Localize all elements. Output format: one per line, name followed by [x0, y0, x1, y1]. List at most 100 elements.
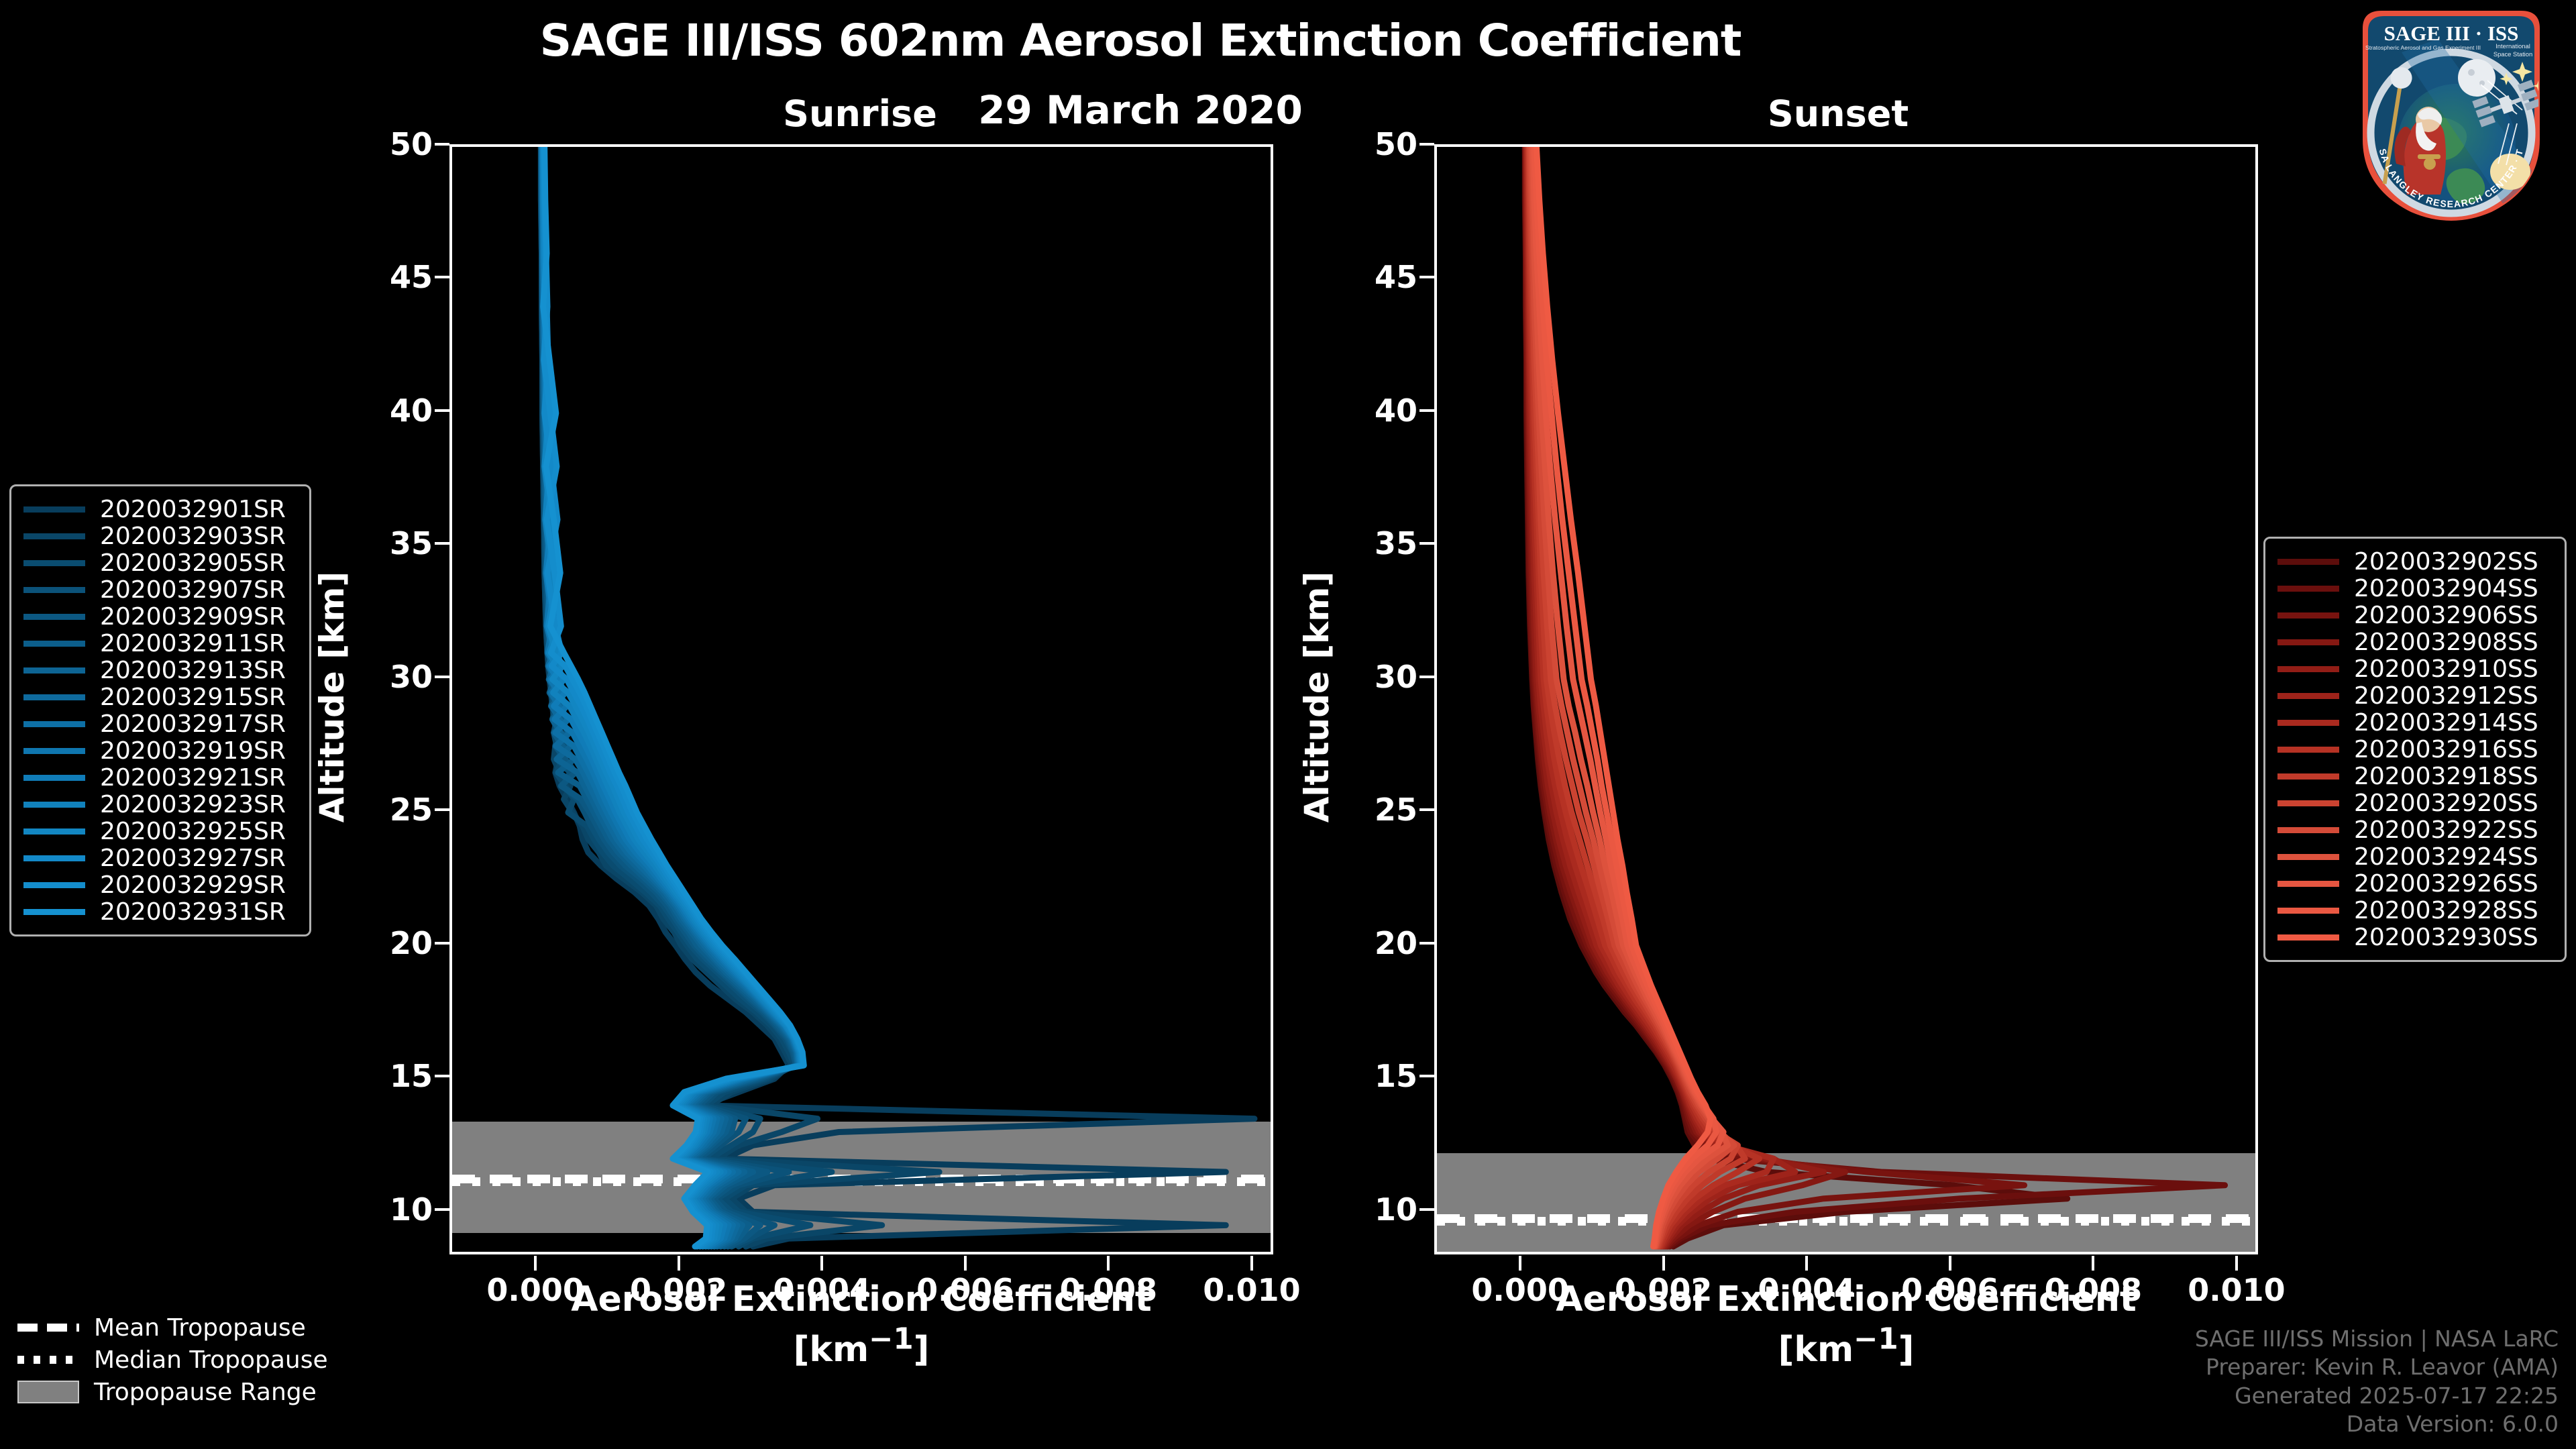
sunrise-plot-area — [449, 144, 1273, 1254]
sunrise-legend-item[interactable]: 2020032927SR — [23, 845, 294, 872]
sunrise-legend-color-swatch — [23, 720, 85, 727]
sunrise-legend[interactable]: 2020032901SR 2020032903SR 2020032905SR 2020… — [9, 484, 311, 936]
sunset-legend-item[interactable]: 2020032926SS — [2277, 870, 2550, 898]
sunset-legend-item[interactable]: 2020032904SS — [2277, 575, 2550, 602]
sunset-legend-item[interactable]: 2020032916SS — [2277, 736, 2550, 763]
sunset-legend-color-swatch — [2277, 719, 2339, 726]
sunrise-legend-item[interactable]: 2020032917SR — [23, 710, 294, 738]
sunrise-legend-item[interactable]: 2020032925SR — [23, 818, 294, 845]
sunset-legend-color-swatch — [2277, 934, 2339, 941]
sunset-legend[interactable]: 2020032902SS 2020032904SS 2020032906SS 2020… — [2263, 537, 2567, 962]
x-tick-mark — [1948, 1256, 1951, 1271]
tropopause-legend-item[interactable]: Tropopause Range — [17, 1376, 328, 1408]
y-tick-mark — [1419, 409, 1434, 412]
x-tick-label: 0.008 — [2044, 1272, 2143, 1308]
sunrise-legend-item[interactable]: 2020032929SR — [23, 871, 294, 899]
sunset-legend-label: 2020032904SS — [2354, 574, 2538, 602]
sunrise-legend-item[interactable]: 2020032919SR — [23, 737, 294, 765]
page-subtitle: 29 March 2020 — [978, 87, 1303, 133]
sunrise-legend-item[interactable]: 2020032931SR — [23, 898, 294, 926]
gray-band-icon — [17, 1381, 79, 1403]
y-tick-label: 40 — [1374, 392, 1417, 429]
tropopause-legend-item[interactable]: Median Tropopause — [17, 1344, 328, 1376]
sunrise-legend-item[interactable]: 2020032921SR — [23, 764, 294, 792]
y-tick-label: 20 — [1374, 924, 1417, 961]
sunrise-legend-label: 2020032929SR — [100, 871, 286, 899]
y-tick-label: 15 — [389, 1058, 433, 1095]
sunset-legend-item[interactable]: 2020032910SS — [2277, 655, 2550, 683]
sage-iii-iss-logo: SAGE III · ISS Stratospheric Aerosol and… — [2333, 0, 2565, 227]
sunrise-legend-color-swatch — [23, 881, 85, 888]
y-tick-label: 20 — [389, 924, 433, 961]
x-tick-mark — [534, 1256, 537, 1271]
sunset-legend-item[interactable]: 2020032906SS — [2277, 602, 2550, 629]
sunset-legend-item[interactable]: 2020032902SS — [2277, 548, 2550, 576]
sunset-legend-color-swatch — [2277, 746, 2339, 753]
sunrise-legend-item[interactable]: 2020032905SR — [23, 549, 294, 577]
x-tick-mark — [677, 1256, 680, 1271]
sunrise-legend-item[interactable]: 2020032907SR — [23, 576, 294, 604]
sunset-legend-color-swatch — [2277, 773, 2339, 780]
sunset-legend-item[interactable]: 2020032908SS — [2277, 629, 2550, 656]
x-tick-label: 0.000 — [1471, 1272, 1569, 1308]
sunset-legend-item[interactable]: 2020032920SS — [2277, 789, 2550, 817]
y-tick-mark — [435, 1208, 449, 1211]
sunset-legend-item[interactable]: 2020032928SS — [2277, 897, 2550, 924]
sunrise-legend-label: 2020032919SR — [100, 737, 286, 765]
sunrise-legend-item[interactable]: 2020032909SR — [23, 602, 294, 631]
sunset-legend-item[interactable]: 2020032922SS — [2277, 816, 2550, 844]
x-tick-mark — [1662, 1256, 1665, 1271]
y-tick-mark — [1419, 1208, 1434, 1211]
credits-block: SAGE III/ISS Mission | NASA LaRC Prepare… — [2195, 1325, 2559, 1438]
sunset-legend-label: 2020032930SS — [2354, 923, 2538, 951]
y-tick-label: 15 — [1374, 1058, 1417, 1095]
sunrise-legend-item[interactable]: 2020032923SR — [23, 791, 294, 818]
sunset-legend-color-swatch — [2277, 853, 2339, 860]
extinction-curve — [1522, 147, 2028, 1250]
sunrise-legend-item[interactable]: 2020032901SR — [23, 496, 294, 523]
tropopause-legend-item[interactable]: Mean Tropopause — [17, 1311, 328, 1344]
x-tick-label: 0.006 — [916, 1272, 1014, 1308]
sunrise-legend-color-swatch — [23, 506, 85, 513]
sunrise-legend-color-swatch — [23, 774, 85, 781]
sunrise-x-axis-label: Aerosol Extinction Coefficient [km−1] — [445, 1278, 1277, 1372]
y-tick-mark — [435, 409, 449, 412]
sunrise-legend-item[interactable]: 2020032911SR — [23, 630, 294, 657]
extinction-curve — [1526, 147, 1741, 1250]
sunrise-panel-label: Sunrise — [783, 93, 937, 135]
sunset-legend-item[interactable]: 2020032924SS — [2277, 843, 2550, 871]
sunset-legend-label: 2020032914SS — [2354, 708, 2538, 737]
sunset-legend-label: 2020032920SS — [2354, 789, 2538, 817]
x-tick-mark — [2235, 1256, 2238, 1271]
sunrise-legend-label: 2020032911SR — [100, 629, 286, 657]
sunrise-legend-item[interactable]: 2020032913SR — [23, 657, 294, 684]
sunset-legend-item[interactable]: 2020032912SS — [2277, 682, 2550, 710]
sunrise-legend-label: 2020032909SR — [100, 602, 286, 631]
sunrise-legend-item[interactable]: 2020032915SR — [23, 684, 294, 711]
x-tick-mark — [963, 1256, 967, 1271]
dashed-line-icon — [17, 1324, 79, 1332]
y-tick-label: 45 — [389, 259, 433, 296]
tropopause-legend-label: Median Tropopause — [94, 1346, 328, 1374]
sunset-legend-item[interactable]: 2020032930SS — [2277, 924, 2550, 951]
sunset-legend-color-swatch — [2277, 558, 2339, 565]
y-tick-mark — [435, 276, 449, 279]
sunrise-legend-label: 2020032925SR — [100, 817, 286, 845]
sunset-legend-label: 2020032922SS — [2354, 816, 2538, 844]
sunset-legend-color-swatch — [2277, 665, 2339, 672]
credits-line-2: Preparer: Kevin R. Leavor (AMA) — [2206, 1354, 2559, 1381]
x-tick-mark — [1805, 1256, 1809, 1271]
sunset-legend-color-swatch — [2277, 907, 2339, 914]
logo-subtitle-right-1: International — [2496, 42, 2530, 50]
y-tick-label: 30 — [389, 658, 433, 695]
sunset-legend-item[interactable]: 2020032918SS — [2277, 763, 2550, 790]
sunrise-legend-color-swatch — [23, 640, 85, 647]
sunset-legend-item[interactable]: 2020032914SS — [2277, 708, 2550, 737]
sunrise-legend-item[interactable]: 2020032903SR — [23, 523, 294, 550]
sunrise-legend-color-swatch — [23, 801, 85, 808]
tropopause-legend-label: Tropopause Range — [94, 1378, 317, 1406]
y-tick-mark — [1419, 276, 1434, 279]
tropopause-legend[interactable]: Mean Tropopause Median Tropopause Tropopau… — [17, 1311, 328, 1408]
x-tick-mark — [1250, 1256, 1253, 1271]
sunrise-legend-label: 2020032901SR — [100, 495, 286, 523]
